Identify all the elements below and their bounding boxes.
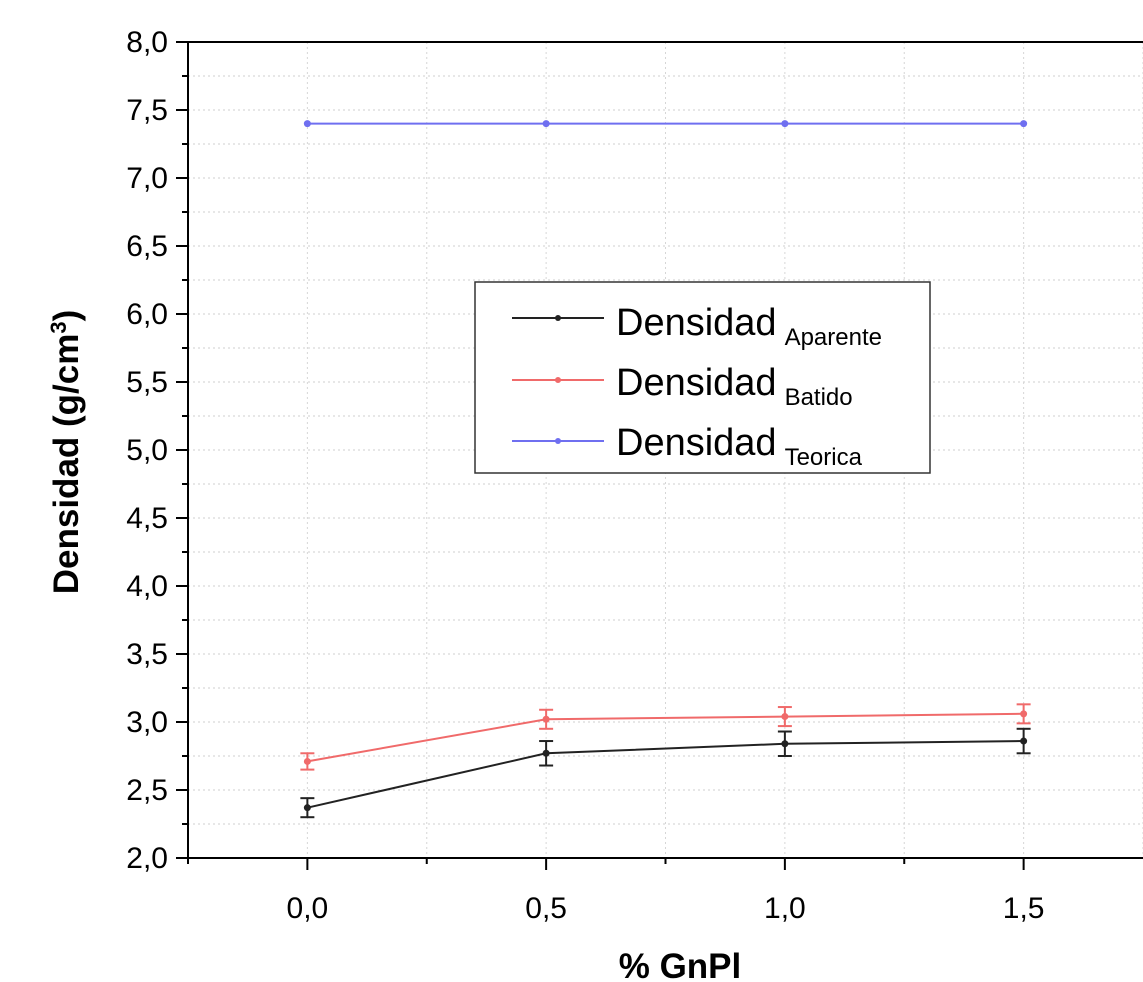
data-point-batido bbox=[303, 757, 311, 765]
data-point-teorica bbox=[1020, 120, 1028, 128]
y-tick-label: 4,0 bbox=[126, 570, 168, 603]
x-tick-label: 1,0 bbox=[764, 892, 806, 925]
legend-entry-batido: Densidad Batido bbox=[512, 362, 853, 411]
legend: Densidad Aparente Densidad Batido Densidad… bbox=[474, 281, 931, 474]
series-line-aparente bbox=[307, 740, 1024, 809]
x-tick-label: 1,5 bbox=[1003, 892, 1045, 925]
legend-label-teorica: Densidad Teorica bbox=[616, 422, 863, 471]
legend-entry-teorica: Densidad Teorica bbox=[512, 422, 863, 471]
y-tick-label: 2,5 bbox=[126, 774, 168, 807]
legend-label-aparente: Densidad Aparente bbox=[616, 302, 882, 351]
y-tick-label: 6,5 bbox=[126, 230, 168, 263]
y-tick-label: 5,5 bbox=[126, 366, 168, 399]
legend-marker-batido bbox=[555, 377, 561, 383]
legend-label-aparente-sub: Aparente bbox=[785, 324, 882, 351]
y-tick-label: 8,0 bbox=[126, 26, 168, 59]
data-point-batido bbox=[781, 713, 789, 721]
data-point-aparente bbox=[781, 740, 789, 748]
y-tick-label: 5,0 bbox=[126, 434, 168, 467]
data-point-aparente bbox=[1020, 737, 1028, 745]
legend-label-batido-main: Densidad bbox=[616, 362, 777, 404]
y-axis-title-main: Densidad (g/cm bbox=[47, 334, 86, 595]
legend-label-aparente-main: Densidad bbox=[616, 302, 777, 344]
legend-label-batido: Densidad Batido bbox=[616, 362, 853, 411]
series-teorica bbox=[303, 120, 1028, 128]
data-point-batido bbox=[1020, 710, 1028, 718]
y-tick-label: 7,0 bbox=[126, 162, 168, 195]
y-axis-title-close: ) bbox=[47, 310, 86, 322]
legend-label-teorica-main: Densidad bbox=[616, 422, 777, 464]
y-tick-label: 3,5 bbox=[126, 638, 168, 671]
y-tick-label: 3,0 bbox=[126, 706, 168, 739]
y-axis-title: Densidad (g/cm3) bbox=[46, 310, 87, 595]
x-axis-title: % GnPl bbox=[619, 947, 742, 982]
legend-marker-aparente bbox=[555, 315, 561, 321]
y-tick-label: 4,5 bbox=[126, 502, 168, 535]
data-point-teorica bbox=[781, 120, 789, 128]
series-aparente bbox=[300, 727, 1031, 819]
data-point-teorica bbox=[303, 120, 311, 128]
legend-entry-aparente: Densidad Aparente bbox=[512, 302, 882, 351]
data-point-teorica bbox=[542, 120, 550, 128]
legend-label-batido-sub: Batido bbox=[785, 384, 853, 411]
legend-label-teorica-sub: Teorica bbox=[785, 444, 863, 471]
y-axis-title-superscript: 3 bbox=[46, 321, 71, 333]
legend-marker-teorica bbox=[555, 438, 561, 444]
data-point-aparente bbox=[303, 804, 311, 812]
x-tick-label: 0,5 bbox=[525, 892, 567, 925]
data-point-aparente bbox=[542, 749, 550, 757]
x-tick-label: 0,0 bbox=[287, 892, 329, 925]
y-tick-label: 2,0 bbox=[126, 842, 168, 875]
y-tick-label: 7,5 bbox=[126, 94, 168, 127]
series-batido bbox=[300, 703, 1031, 771]
y-tick-label: 6,0 bbox=[126, 298, 168, 331]
data-point-batido bbox=[542, 715, 550, 723]
series-line-batido bbox=[307, 712, 1024, 763]
series-layer bbox=[300, 120, 1031, 819]
ticks: 2,0 2,5 3,0 3,5 4,0 4,5 5,0 5,5 6,0 6,5 7,0 7,5 8,0 0… bbox=[126, 26, 1044, 925]
